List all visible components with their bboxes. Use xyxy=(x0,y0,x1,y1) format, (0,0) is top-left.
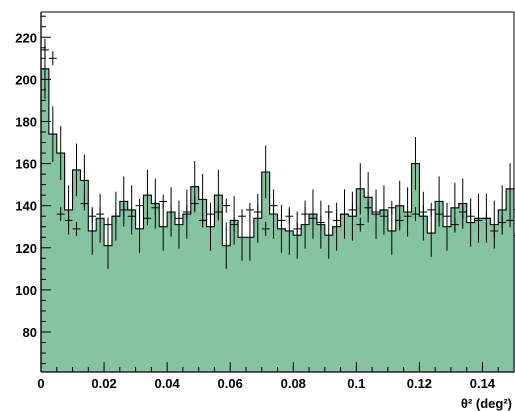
y-tick-label: 220 xyxy=(15,30,37,45)
histogram-bar xyxy=(214,194,223,373)
y-tick-label: 160 xyxy=(15,157,37,172)
histogram-bar xyxy=(364,197,373,373)
x-tick-label: 0.08 xyxy=(281,376,306,391)
histogram-bar xyxy=(40,68,50,373)
x-tick-label: 0.1 xyxy=(347,376,365,391)
histogram-bar xyxy=(151,203,160,373)
x-axis-label: θ² (deg²) xyxy=(461,396,512,411)
histogram-bar xyxy=(434,201,444,373)
axes xyxy=(40,11,515,373)
y-tick-label: 140 xyxy=(15,199,37,214)
histogram-bar xyxy=(48,133,57,373)
histogram-bar xyxy=(56,152,65,373)
y-tick-label: 100 xyxy=(15,283,37,298)
histogram-bars xyxy=(40,68,515,373)
x-tick-label: 0 xyxy=(37,376,44,391)
y-tick-label: 120 xyxy=(15,241,37,256)
histogram-bar xyxy=(261,171,270,373)
histogram-bar xyxy=(190,186,199,373)
histogram-bar xyxy=(411,163,420,373)
y-tick-label: 180 xyxy=(15,114,37,129)
histogram-bar xyxy=(395,205,404,373)
histogram-bar xyxy=(119,201,128,373)
histogram-bar xyxy=(356,188,365,373)
histogram-outline xyxy=(40,68,515,372)
x-tick-label: 0.12 xyxy=(407,376,432,391)
cross-markers xyxy=(41,42,515,238)
x-tick-label: 0.14 xyxy=(470,376,496,391)
histogram-bar xyxy=(458,203,467,373)
x-tick-label: 0.02 xyxy=(91,376,116,391)
histogram-bar xyxy=(72,169,81,373)
x-tick-label: 0.06 xyxy=(218,376,243,391)
y-tick-label: 200 xyxy=(15,72,37,87)
y-tick-label: 80 xyxy=(23,325,37,340)
x-tick-label: 0.04 xyxy=(154,376,180,391)
tick-labels: 0 0.02 0.04 0.06 0.08 0.1 0.12 0.14 80 100 120 140 1… xyxy=(15,30,496,391)
